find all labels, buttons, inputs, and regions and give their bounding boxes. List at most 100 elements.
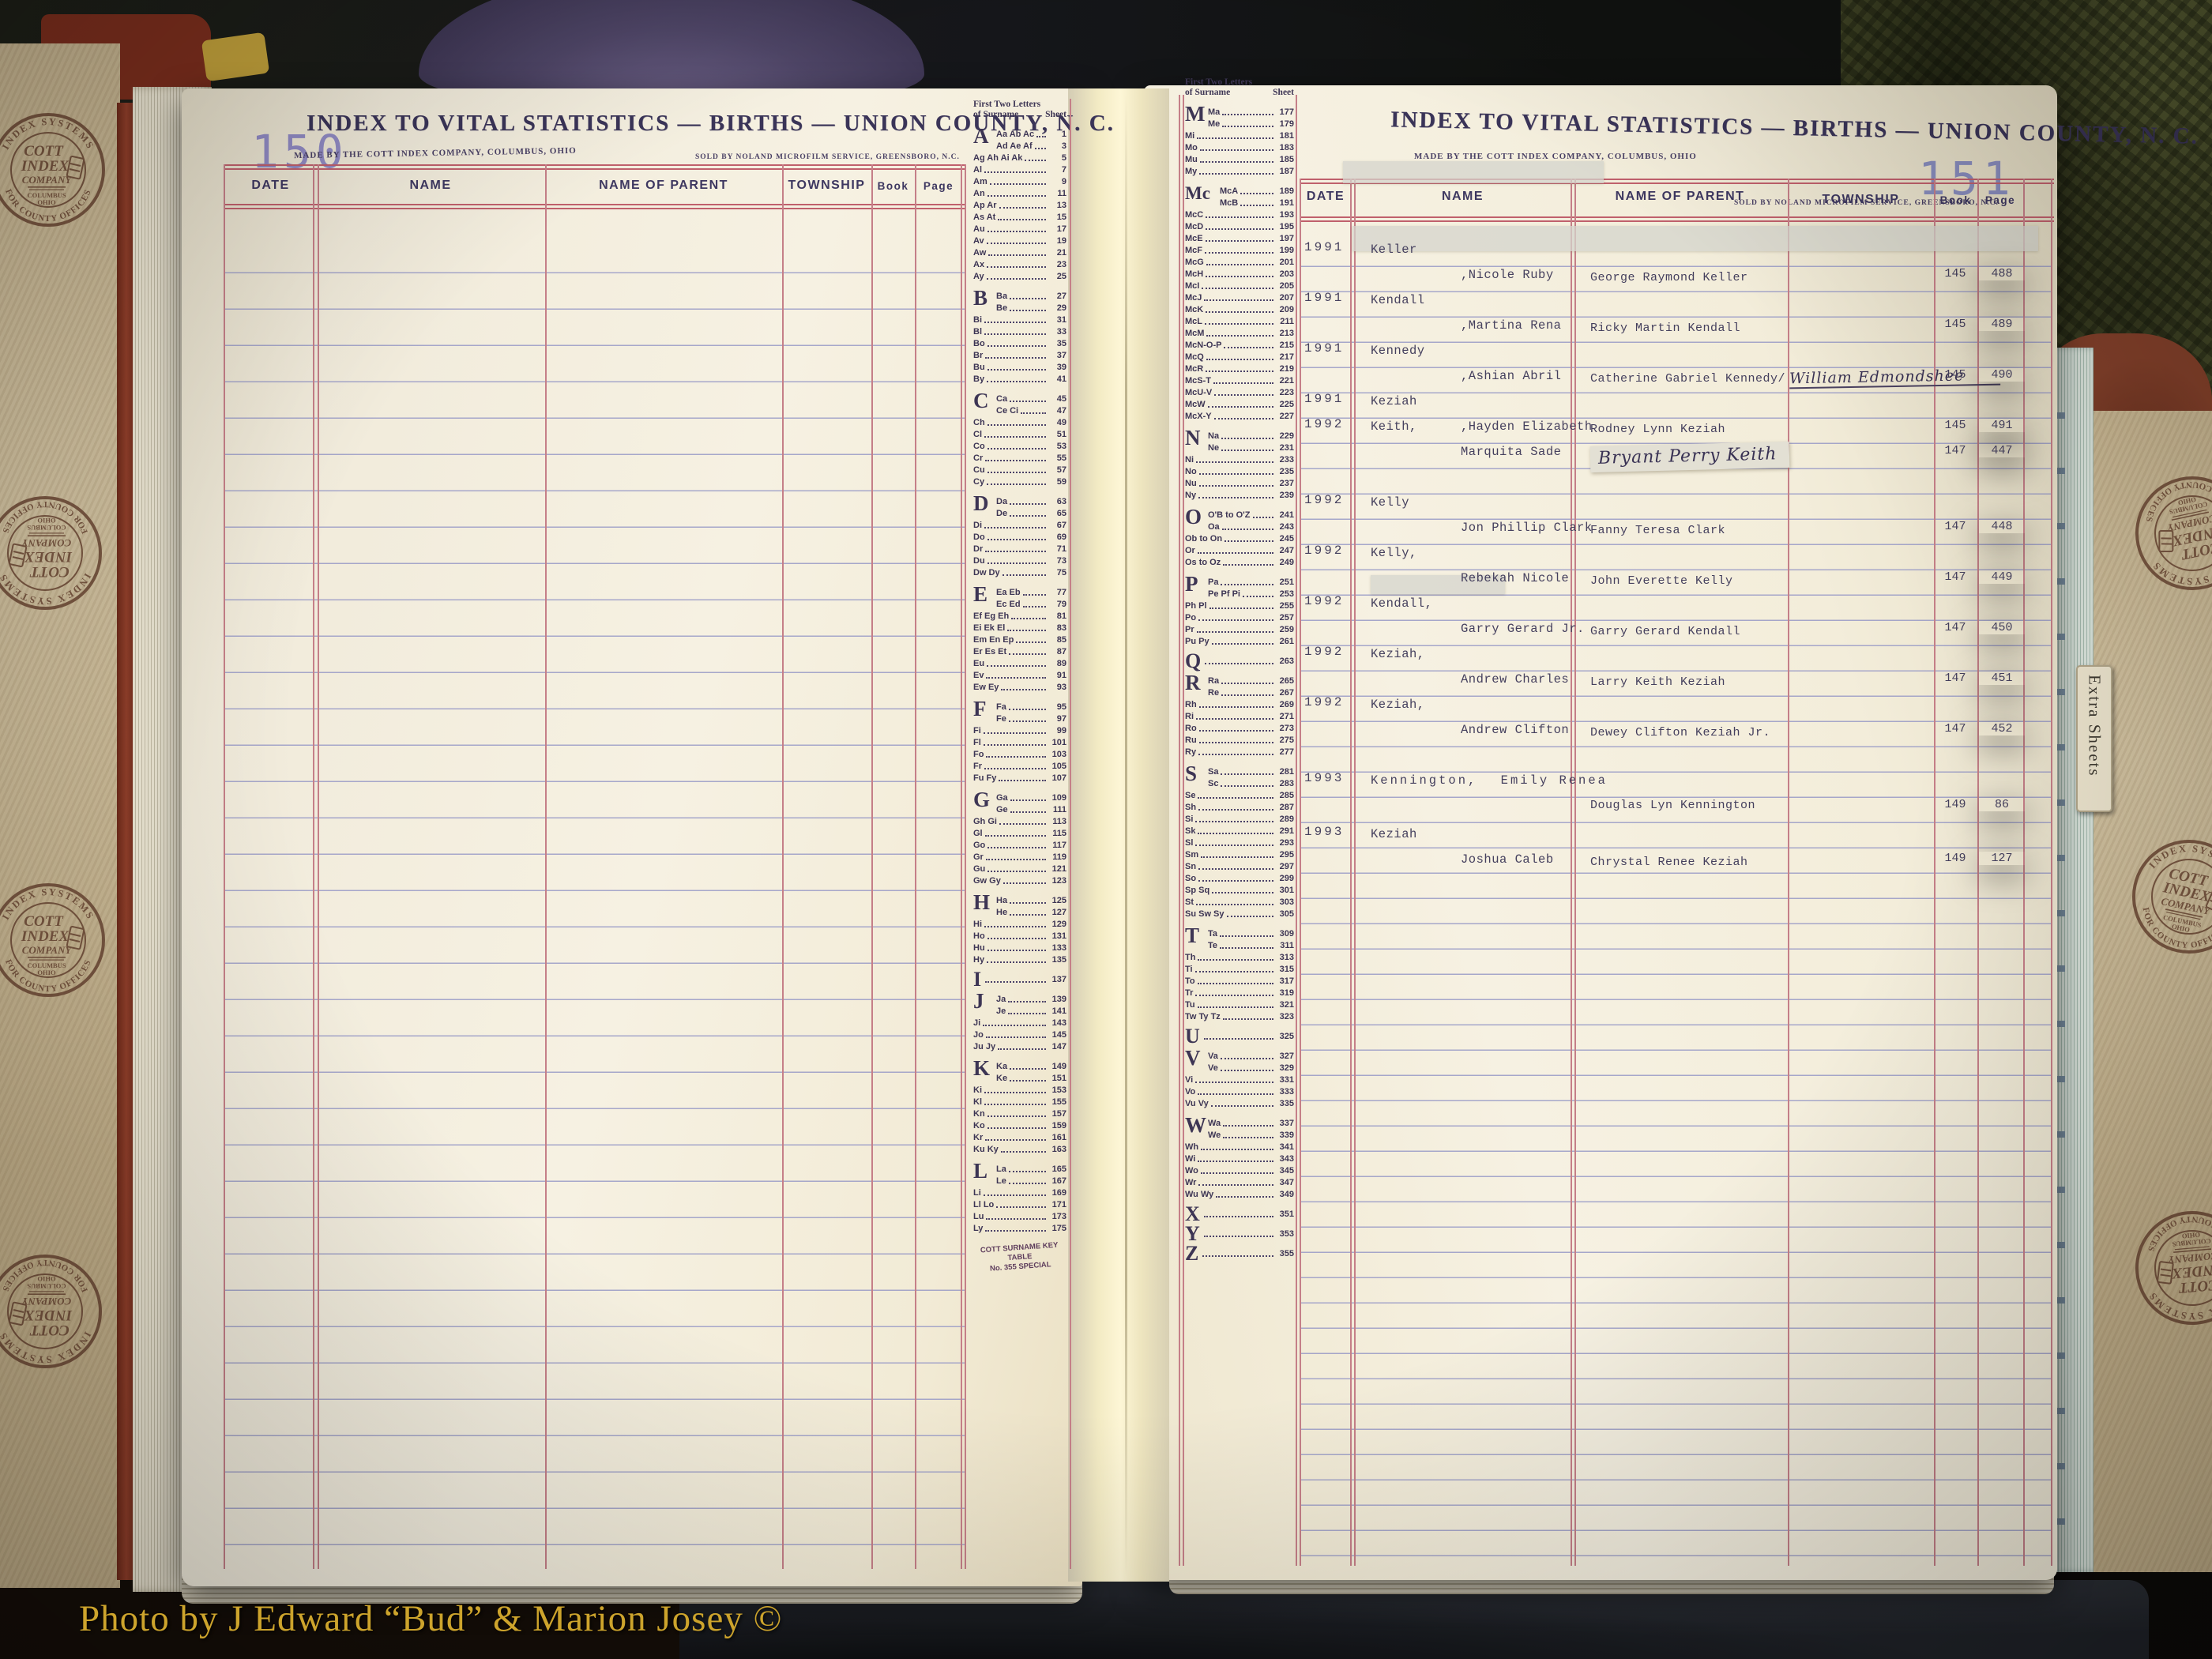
sheet-number: 271 (1279, 712, 1294, 721)
key-row: Gr 119 (973, 851, 1066, 863)
key-group-V: V Va 327 Ve 329 Vi 331 Vo 333 Vu Vy 335 (1185, 1048, 1294, 1109)
surname-letters: Fu Fy (973, 773, 997, 783)
key-row: Aw 21 (973, 246, 1066, 258)
sheet-number: 107 (1051, 773, 1066, 783)
dotted-leader (1010, 515, 1046, 517)
key-group-K: K Ka 149 Ke 151 Ki 153 Kl 155 Kn 157 Ko 159 Kr 161 Ku K… (973, 1058, 1066, 1155)
sheet-number: 31 (1056, 315, 1066, 325)
surname-letters: La (996, 1164, 1006, 1174)
entry-book-number: 145 (1944, 267, 1966, 280)
entry-name: Kennington, Emily Renea (1371, 768, 1789, 793)
sheet-number: 47 (1056, 406, 1066, 416)
sheet-number: 189 (1279, 186, 1294, 196)
entry-given-name: Joshua Caleb (1461, 852, 1554, 867)
sheet-number: 289 (1279, 814, 1294, 824)
surname-letters: Ei Ek El (973, 623, 1006, 633)
entry-book-number: 147 (1944, 444, 1966, 457)
key-heading-line1: First Two Letters (1185, 77, 1253, 87)
dotted-leader (984, 926, 1046, 927)
surname-letters: McH (1185, 269, 1204, 279)
dotted-leader (1240, 193, 1273, 194)
surname-letters: McM (1185, 329, 1205, 338)
key-group-Y: Y 353 (1185, 1222, 1294, 1245)
surname-letters: Ay (973, 272, 984, 281)
dotted-leader (1252, 517, 1273, 518)
index-entry-row: 1993 Kennington, Emily Renea Douglas Lyn… (1300, 768, 2058, 823)
sheet-number: 103 (1051, 750, 1066, 759)
ruled-lines-left (224, 237, 965, 1569)
surname-letters: Li (973, 1188, 981, 1198)
dotted-leader (986, 677, 1046, 679)
key-row: Au 17 (973, 223, 1066, 235)
key-row: Cr 55 (973, 452, 1066, 464)
surname-letters: Ru (1185, 735, 1197, 745)
key-row: Fa 95 (973, 701, 1066, 713)
left-col-name: NAME (409, 179, 452, 192)
sheet-number: 65 (1056, 509, 1066, 518)
left-page-title: INDEX TO VITAL STATISTICS — BIRTHS — UNI… (307, 111, 1115, 136)
sheet-number: 185 (1279, 155, 1294, 164)
sheet-number: 155 (1051, 1097, 1066, 1107)
entry-parent-typed: Dewey Clifton Keziah Jr. (1590, 726, 1771, 739)
dotted-leader (1198, 833, 1273, 834)
key-heading-line2: of Surname (973, 110, 1019, 119)
surname-letters: Ag Ah Ai Ak (973, 153, 1023, 163)
dotted-leader (1198, 485, 1273, 487)
sheet-number: 261 (1279, 637, 1294, 646)
surname-letters: Ha (996, 896, 1008, 905)
extra-sheets-tab[interactable]: Extra Sheets (2076, 665, 2112, 812)
dotted-leader (1198, 1184, 1273, 1186)
entry-page-number: 451 (1979, 672, 2025, 685)
dotted-leader (1034, 148, 1046, 149)
key-group-L: L La 165 Le 167 Li 169 Ll Lo 171 Lu 173 Ly 175 (973, 1161, 1066, 1234)
surname-letters: St (1185, 897, 1194, 907)
dotted-leader (985, 1036, 1046, 1038)
sheet-number: 237 (1279, 479, 1294, 488)
left-sold-by: SOLD BY NOLAND MICROFILM SERVICE, GREENS… (695, 153, 960, 161)
sheet-number: 303 (1279, 897, 1294, 907)
sheet-number: 327 (1279, 1051, 1294, 1061)
key-row: Ly 175 (973, 1222, 1066, 1234)
key-row: Vu Vy 335 (1185, 1097, 1294, 1109)
dotted-leader (999, 780, 1046, 781)
surname-letters: Pr (1185, 625, 1194, 634)
key-row: By 41 (973, 373, 1066, 385)
cott-stamp-icon (0, 1255, 102, 1368)
surname-letters: Ji (973, 1018, 981, 1028)
key-letter: Y (1185, 1222, 1200, 1245)
dotted-leader (1197, 552, 1273, 554)
dotted-leader (1221, 529, 1273, 530)
dotted-leader (984, 835, 1046, 837)
left-page-number: 150 (251, 125, 348, 179)
index-entry-row: 1992 Kelly, Rebekah Nicole John Everette… (1300, 540, 2058, 596)
sheet-number: 9 (1061, 177, 1066, 186)
dotted-leader (1002, 574, 1046, 576)
sheet-number: 275 (1279, 735, 1294, 745)
key-row: Na 229 (1185, 430, 1294, 442)
key-row: Lu 173 (973, 1210, 1066, 1222)
dotted-leader (1201, 856, 1273, 858)
surname-letters: McN-O-P (1185, 340, 1222, 350)
key-row: McD 195 (1185, 220, 1294, 232)
entry-book-number: 147 (1944, 621, 1966, 634)
surname-letters: Di (973, 521, 982, 530)
dotted-leader (1209, 608, 1273, 609)
sheet-number: 23 (1056, 260, 1066, 269)
key-row: Gl 115 (973, 827, 1066, 839)
sheet-number: 225 (1279, 400, 1294, 409)
surname-letters: Kl (973, 1097, 982, 1107)
entry-page-number: 86 (1979, 798, 2025, 811)
surname-letters: Co (973, 442, 985, 451)
key-row: As At 15 (973, 211, 1066, 223)
key-group-R: R Ra 265 Re 267 Rh 269 Ri 271 Ro 273 Ru 275 Ry 277 (1185, 672, 1294, 758)
entry-surname: Kendall, (1371, 596, 1433, 611)
sheet-number: 25 (1056, 272, 1066, 281)
surname-letters: As At (973, 213, 996, 222)
dotted-leader (1206, 228, 1273, 230)
left-col-parent: NAME OF PARENT (599, 179, 728, 192)
dotted-leader (1010, 310, 1046, 311)
surname-letters: Gh Gi (973, 817, 997, 826)
sheet-number: 295 (1279, 850, 1294, 860)
dotted-leader (1194, 971, 1273, 972)
entry-surname: Keziah (1371, 394, 1417, 408)
